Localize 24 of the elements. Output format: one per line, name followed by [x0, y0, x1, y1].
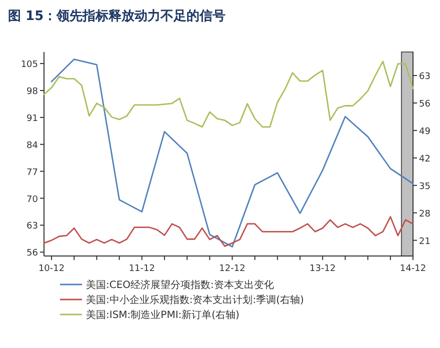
- y-tick-label: 91: [26, 114, 38, 124]
- y-tick-label: 77: [26, 168, 38, 178]
- y-tick-label: 63: [26, 222, 38, 232]
- y-tick-label: 70: [26, 194, 38, 205]
- y-tick-label: 105: [20, 60, 38, 70]
- x-tick-label: 12-12: [219, 264, 246, 274]
- y2-tick-label: 42: [419, 154, 430, 164]
- x-tick-label: 14-12: [400, 264, 426, 274]
- y-tick-label: 98: [26, 86, 38, 97]
- x-tick-label: 10-12: [38, 264, 65, 274]
- y2-tick-label: 56: [419, 100, 431, 110]
- y2-tick-label: 63: [419, 72, 430, 82]
- y-tick-label: 56: [26, 248, 38, 259]
- x-tick-label: 13-12: [310, 264, 336, 274]
- y2-tick-label: 21: [419, 236, 430, 247]
- legend-label: 美国:中小企业乐观指数:资本支出计划:季调(右轴): [86, 294, 304, 306]
- chart-title: 图 15：领先指标释放动力不足的信号: [8, 9, 226, 24]
- x-tick-label: 11-12: [128, 264, 155, 274]
- y2-tick-label: 49: [419, 126, 431, 137]
- y2-tick-label: 35: [419, 182, 430, 192]
- legend-label: 美国:CEO经济展望分项指数:资本支出变化: [86, 279, 274, 291]
- legend-label: 美国:ISM:制造业PMI:新订单(右轴): [86, 309, 240, 321]
- y2-tick-label: 28: [419, 209, 431, 220]
- y-tick-label: 84: [26, 140, 38, 151]
